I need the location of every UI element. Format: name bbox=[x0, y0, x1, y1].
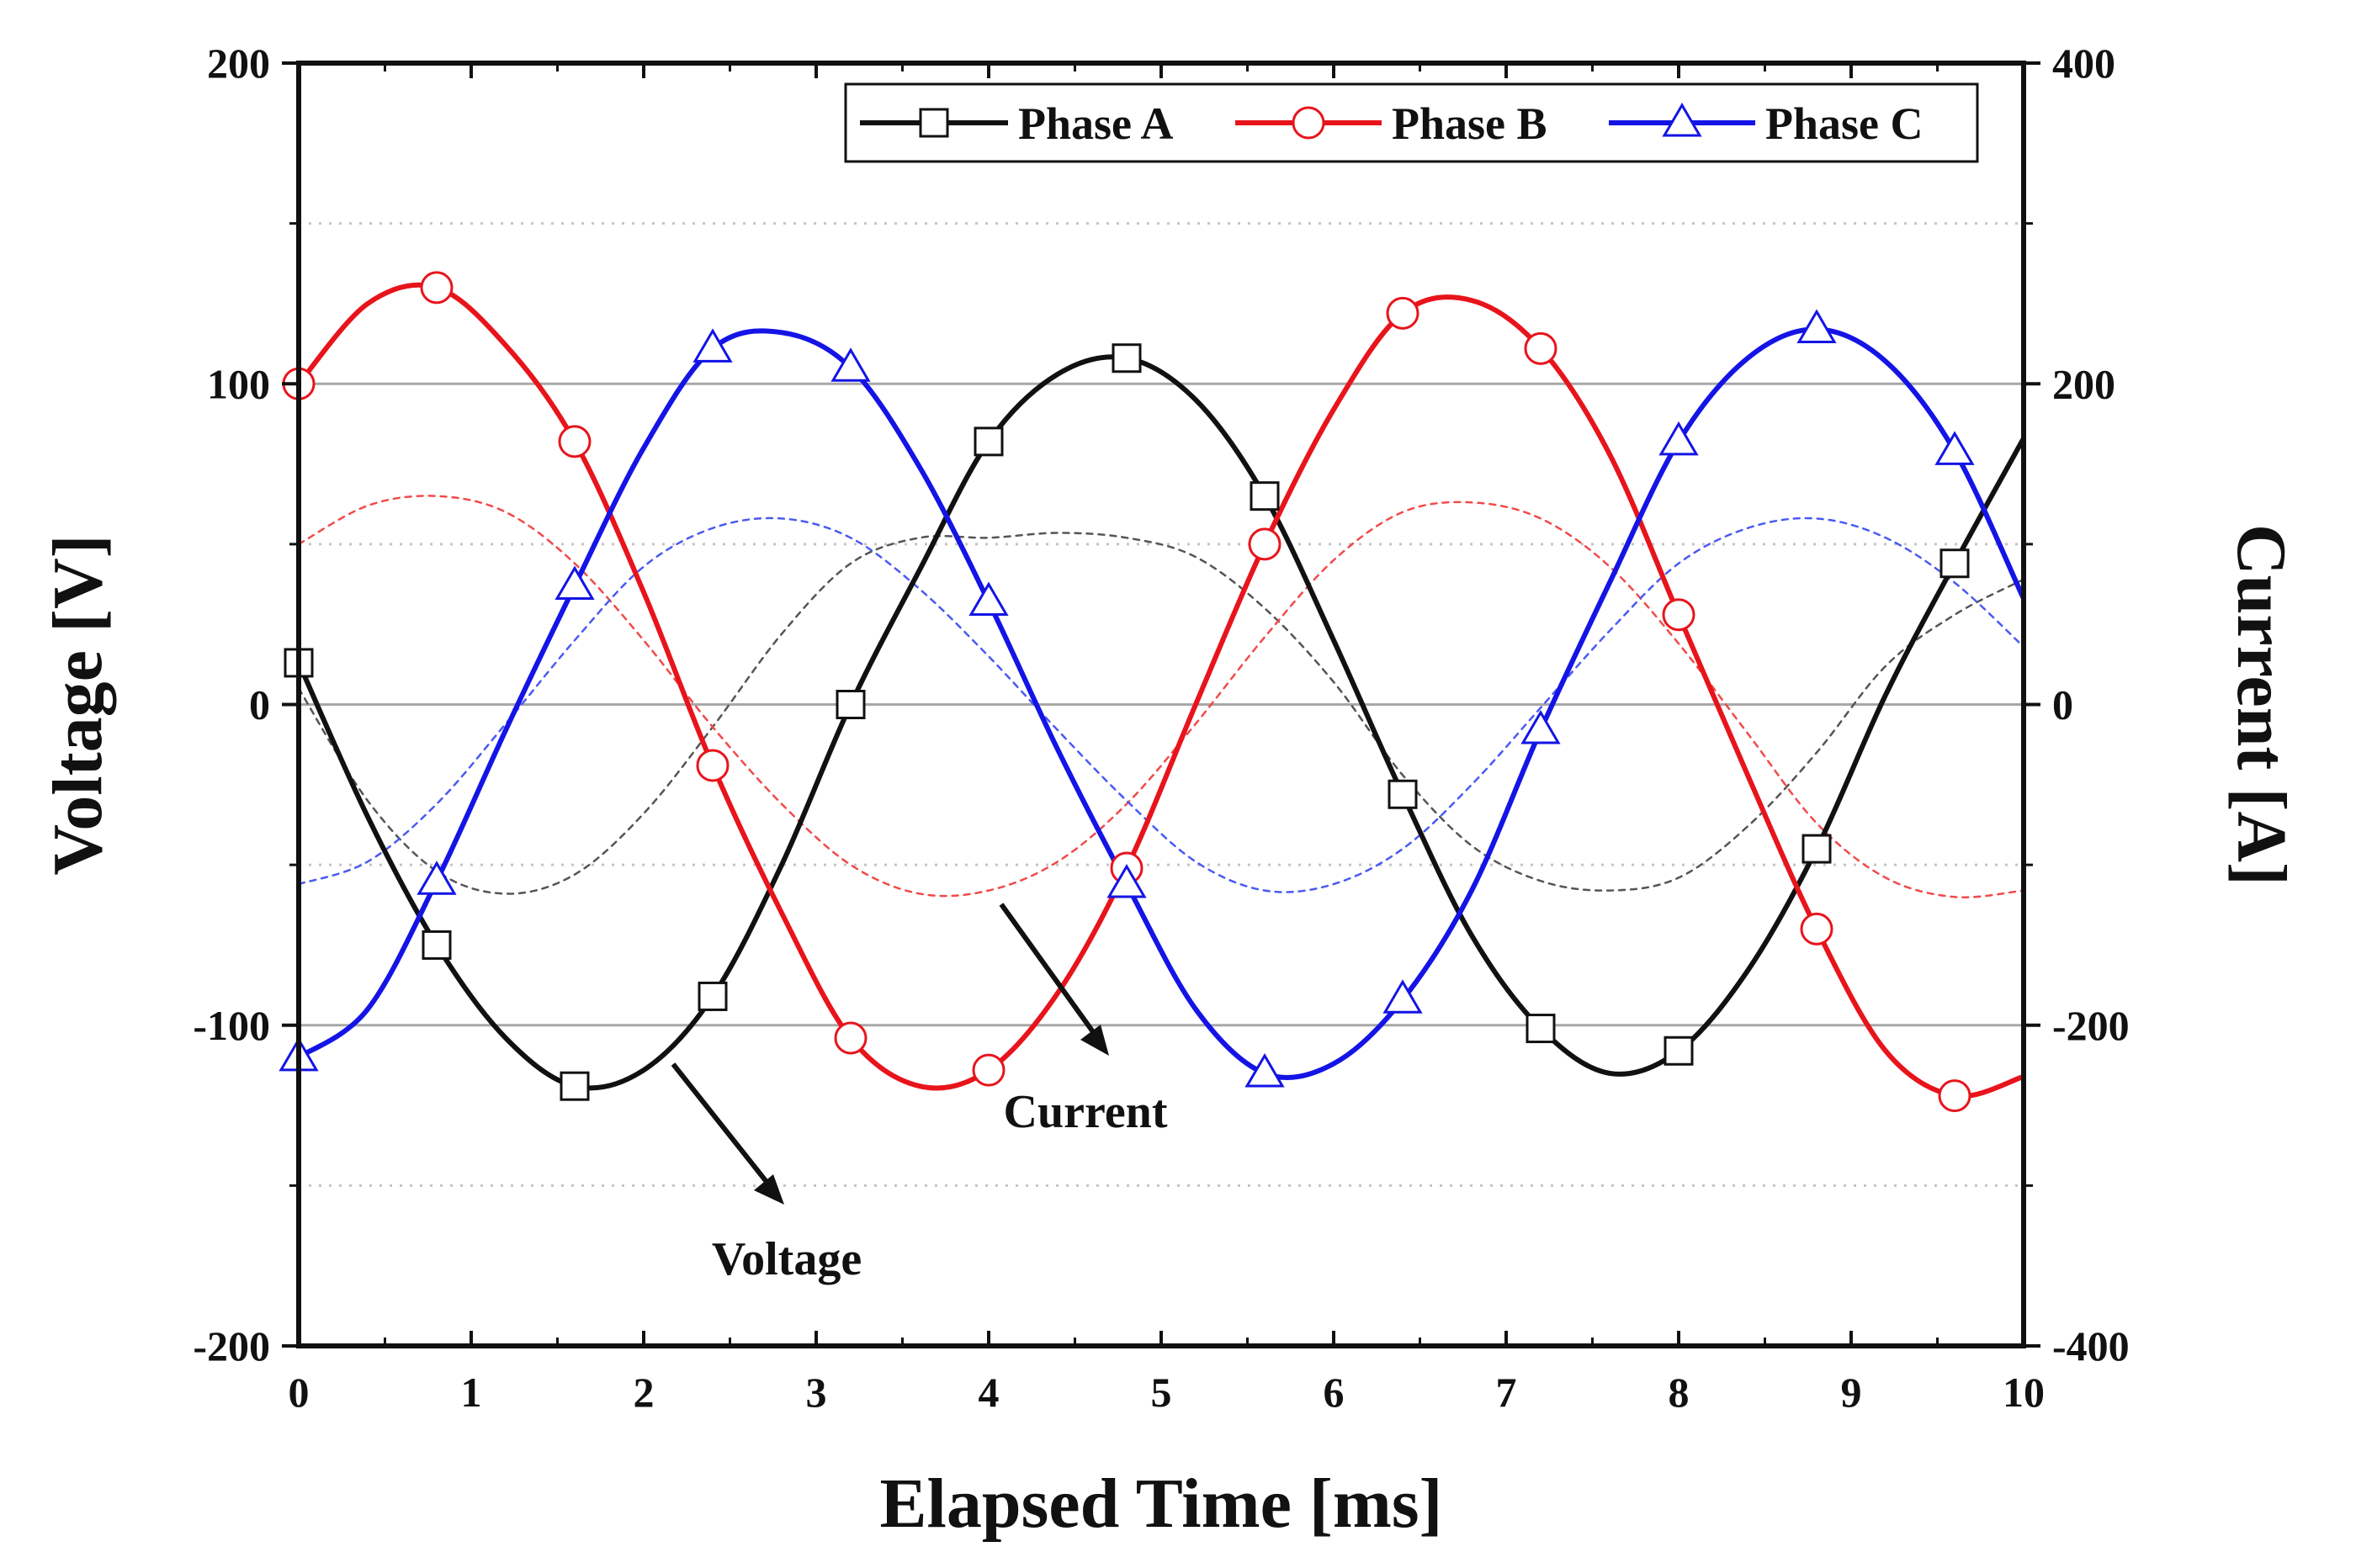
marker-phase-a-10 bbox=[1664, 1036, 1694, 1066]
marker-phase-b-3 bbox=[696, 749, 730, 782]
y-right-tick-label-400: 400 bbox=[2052, 40, 2115, 87]
x-tick-label-0: 0 bbox=[289, 1369, 310, 1416]
legend-label-phase-b: Phase B bbox=[1392, 98, 1547, 149]
legend-marker-phase-c bbox=[1662, 103, 1702, 137]
marker-phase-b-11 bbox=[1800, 912, 1833, 946]
y-right-tick-label-200: 200 bbox=[2052, 360, 2115, 407]
marker-phase-b-10 bbox=[1662, 598, 1695, 632]
y-right-tick-label--200: -200 bbox=[2052, 1002, 2130, 1049]
marker-phase-a-4 bbox=[836, 690, 866, 719]
marker-phase-a-11 bbox=[1801, 834, 1832, 864]
marker-phase-c-4 bbox=[830, 347, 871, 382]
marker-phase-b-2 bbox=[558, 425, 592, 458]
series-current-phase-b bbox=[297, 495, 2025, 898]
y-left-tick-label-200: 200 bbox=[207, 40, 270, 87]
x-tick-label-4: 4 bbox=[979, 1369, 1000, 1416]
marker-phase-c-12 bbox=[1934, 431, 1975, 465]
marker-phase-c-7 bbox=[1244, 1052, 1285, 1088]
annotation-current: Current bbox=[999, 903, 1168, 1138]
x-tick-label-1: 1 bbox=[461, 1369, 482, 1416]
marker-phase-c-3 bbox=[692, 328, 733, 363]
marker-phase-a-7 bbox=[1250, 481, 1280, 511]
marker-phase-c-5 bbox=[968, 581, 1009, 616]
y-axis-left-title: Voltage [V] bbox=[39, 534, 117, 875]
annotation-voltage-arrowhead bbox=[754, 1174, 784, 1205]
legend-marker-phase-b bbox=[1292, 106, 1325, 140]
marker-phase-a-3 bbox=[698, 981, 728, 1011]
marker-phase-b-9 bbox=[1524, 331, 1557, 365]
legend: Phase A Phase B Phase C bbox=[844, 82, 1979, 163]
marker-phase-b-12 bbox=[1938, 1079, 1971, 1113]
legend-marker-phase-a bbox=[919, 108, 949, 138]
x-axis-title: Elapsed Time [ms] bbox=[880, 1465, 1443, 1543]
annotation-current-label: Current bbox=[1004, 1086, 1168, 1138]
marker-phase-a-2 bbox=[560, 1071, 590, 1101]
marker-phase-a-12 bbox=[1939, 548, 1970, 579]
annotation-voltage-arrow bbox=[671, 1062, 772, 1188]
series-current-phase-c bbox=[297, 516, 2025, 893]
y-axis-right-title: Current [A] bbox=[2222, 524, 2300, 886]
y-right-tick-label--400: -400 bbox=[2052, 1322, 2130, 1369]
x-tick-label-5: 5 bbox=[1151, 1369, 1172, 1416]
y-right-tick-label-0: 0 bbox=[2052, 681, 2073, 728]
x-tick-label-2: 2 bbox=[634, 1369, 655, 1416]
marker-phase-c-10 bbox=[1658, 421, 1699, 456]
y-left-tick-label--200: -200 bbox=[193, 1322, 270, 1369]
x-tick-label-9: 9 bbox=[1841, 1369, 1862, 1416]
marker-phase-c-2 bbox=[555, 565, 595, 600]
marker-phase-c-11 bbox=[1796, 309, 1837, 343]
marker-phase-c-1 bbox=[417, 861, 457, 895]
marker-phase-b-5 bbox=[972, 1053, 1006, 1087]
x-tick-label-3: 3 bbox=[806, 1369, 827, 1416]
legend-box bbox=[844, 82, 1979, 163]
legend-label-phase-c: Phase C bbox=[1765, 98, 1924, 149]
x-tick-label-8: 8 bbox=[1669, 1369, 1690, 1416]
axis-ticks bbox=[282, 61, 2040, 1348]
annotation-voltage-label: Voltage bbox=[712, 1233, 862, 1285]
y-left-tick-label-0: 0 bbox=[249, 681, 270, 728]
x-tick-label-10: 10 bbox=[2003, 1369, 2045, 1416]
marker-phase-a-6 bbox=[1112, 343, 1142, 373]
marker-phase-c-6 bbox=[1106, 864, 1147, 898]
marker-phase-b-1 bbox=[420, 271, 454, 305]
series-current-phase-a bbox=[297, 532, 2025, 895]
marker-phase-a-5 bbox=[974, 426, 1004, 457]
annotation-voltage: Voltage bbox=[671, 1062, 862, 1285]
y-left-tick-label--100: -100 bbox=[193, 1002, 270, 1049]
y-left-tick-label-100: 100 bbox=[207, 360, 270, 407]
marker-phase-b-4 bbox=[834, 1021, 868, 1055]
marker-phase-c-9 bbox=[1520, 710, 1561, 744]
marker-phase-b-8 bbox=[1386, 296, 1419, 330]
marker-phase-b-7 bbox=[1248, 527, 1281, 561]
legend-label-phase-a: Phase A bbox=[1018, 98, 1174, 149]
annotation-current-arrow bbox=[999, 903, 1101, 1041]
marker-phase-a-8 bbox=[1388, 779, 1418, 809]
axis-tick-labels: 0 1 2 3 4 5 6 7 8 9 10 -200 -100 0 100 200 -400 -200 0 200 4… bbox=[193, 40, 2129, 1416]
current-series-group bbox=[297, 495, 2025, 898]
grid bbox=[299, 222, 2024, 1187]
x-tick-label-7: 7 bbox=[1496, 1369, 1517, 1416]
marker-phase-a-1 bbox=[422, 930, 452, 960]
annotation-current-arrowhead bbox=[1080, 1025, 1109, 1056]
x-tick-label-6: 6 bbox=[1324, 1369, 1345, 1416]
marker-phase-a-9 bbox=[1526, 1014, 1556, 1044]
marker-phase-c-8 bbox=[1382, 979, 1423, 1014]
